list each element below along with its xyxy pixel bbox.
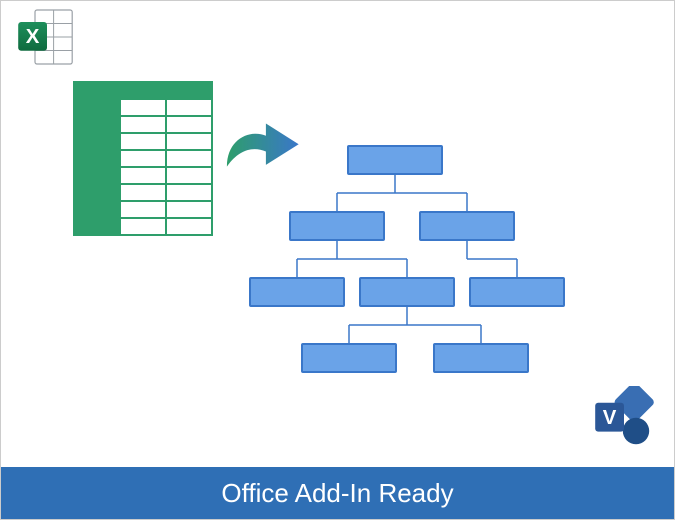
footer-label: Office Add-In Ready	[221, 478, 453, 509]
org-chart-node	[249, 277, 345, 307]
org-chart-node	[419, 211, 515, 241]
visio-app-icon: V	[594, 386, 654, 451]
footer-banner: Office Add-In Ready	[1, 467, 674, 519]
org-chart-node	[469, 277, 565, 307]
infographic-canvas: X V Office Add-In Ready	[0, 0, 675, 520]
svg-text:V: V	[603, 407, 617, 429]
org-chart-node	[433, 343, 529, 373]
org-chart-node	[289, 211, 385, 241]
org-chart-node	[301, 343, 397, 373]
org-chart-node	[359, 277, 455, 307]
org-chart-connectors	[1, 1, 675, 520]
org-chart-node	[347, 145, 443, 175]
